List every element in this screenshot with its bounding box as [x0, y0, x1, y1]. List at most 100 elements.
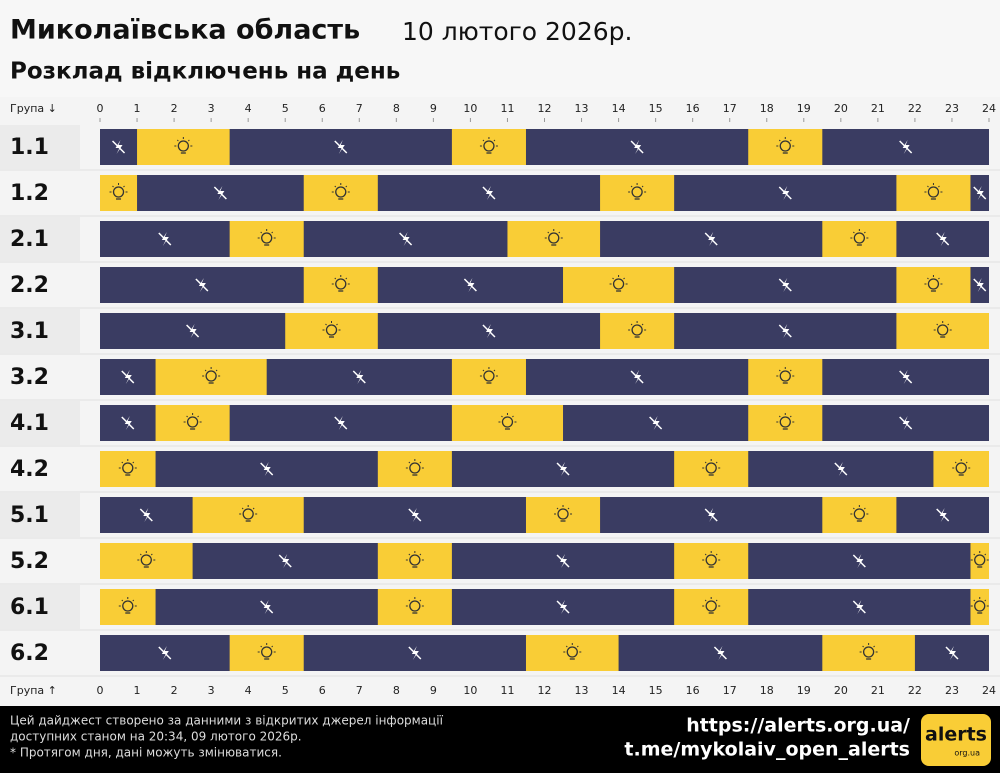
icon-on [702, 597, 721, 614]
icon-part [177, 140, 189, 152]
icon-part [150, 553, 153, 556]
icon-part [947, 323, 950, 326]
icon-off [121, 416, 135, 430]
link[interactable]: https://alerts.org.ua/ [686, 715, 910, 737]
group-label: 5.1 [10, 503, 49, 528]
icon-part [195, 278, 209, 292]
icon-on [118, 459, 137, 476]
x-tick-label: 23 [945, 102, 959, 115]
link[interactable]: t.me/mykolaiv_open_alerts [624, 739, 910, 761]
icon-part [789, 139, 792, 142]
icon-part [558, 231, 561, 234]
icon-on [702, 459, 721, 476]
icon-part [954, 461, 957, 464]
icon-part [482, 369, 485, 372]
icon-off [778, 278, 792, 292]
icon-on [850, 229, 869, 246]
icon-part [864, 507, 866, 510]
icon-off [408, 646, 422, 660]
group-label: 6.2 [10, 641, 49, 666]
icon-part [325, 323, 327, 326]
x-tick-label: 13 [575, 102, 589, 115]
icon-part [927, 278, 940, 290]
icon-on [405, 459, 424, 476]
icon-part [345, 277, 348, 280]
footer-note: доступних станом на 20:34, 09 лютого 202… [10, 730, 302, 744]
icon-part [260, 645, 263, 648]
icon-part [973, 599, 976, 602]
row-label-bg [0, 125, 80, 169]
axis-label: Група ↓ [10, 102, 57, 115]
icon-part [352, 370, 366, 384]
row-label-bg [0, 171, 80, 215]
icon-part [973, 553, 976, 556]
icon-part [715, 461, 718, 464]
icon-part [556, 600, 570, 614]
logo-sub: org.ua [954, 749, 980, 758]
icon-part [482, 139, 485, 142]
icon-off [334, 416, 348, 430]
icon-part [482, 186, 496, 200]
icon-on [924, 275, 943, 292]
logo: alerts [925, 724, 987, 746]
x-tick-label: 7 [356, 102, 363, 115]
icon-off [352, 370, 366, 384]
chart-title: Миколаївська область [10, 15, 360, 46]
icon-part [927, 185, 929, 188]
icon-off [139, 508, 153, 522]
icon-part [778, 186, 792, 200]
icon-part [409, 600, 421, 612]
icon-off [213, 186, 227, 200]
icon-part [649, 416, 663, 430]
icon-off [630, 140, 644, 154]
icon-part [493, 369, 496, 372]
icon-part [789, 415, 792, 418]
icon-on [479, 367, 498, 384]
icon-part [630, 323, 633, 326]
x-tick-label: 21 [871, 102, 885, 115]
icon-part [565, 645, 568, 648]
icon-part [630, 185, 633, 188]
icon-off [482, 324, 496, 338]
icon-part [213, 186, 227, 200]
icon-part [899, 416, 913, 430]
icon-part [899, 370, 913, 384]
icon-off [186, 324, 200, 338]
icon-off [852, 554, 866, 568]
icon-on [970, 597, 989, 614]
icon-part [955, 462, 967, 474]
icon-off [278, 554, 292, 568]
x-tick-label: 22 [908, 102, 922, 115]
icon-part [631, 324, 643, 336]
icon-part [862, 645, 864, 648]
icon-part [778, 369, 781, 372]
icon-part [938, 277, 940, 280]
icon-part [132, 599, 135, 602]
icon-part [271, 645, 274, 648]
group-label: 3.1 [10, 319, 49, 344]
icon-part [705, 554, 717, 566]
icon-part [187, 139, 190, 142]
icon-part [862, 646, 875, 658]
icon-off [463, 278, 477, 292]
icon-part [612, 278, 625, 290]
icon-part [334, 416, 348, 430]
icon-on [970, 551, 989, 568]
x-tick-label: 17 [723, 102, 737, 115]
icon-part [984, 553, 987, 556]
icon-part [158, 646, 172, 660]
icon-on [174, 137, 193, 154]
icon-part [704, 599, 707, 602]
icon-on [544, 229, 563, 246]
row-label-bg [0, 309, 80, 353]
x-tick-label: 1 [134, 102, 141, 115]
x-tick-label: 20 [834, 684, 848, 697]
icon-on [257, 643, 276, 660]
icon-part [778, 139, 781, 142]
icon-part [260, 600, 274, 614]
group-label: 1.2 [10, 181, 49, 206]
x-tick-label: 3 [208, 102, 215, 115]
icon-off [704, 508, 718, 522]
footer-note: Цей дайджест створено за данними з відкр… [10, 714, 444, 728]
